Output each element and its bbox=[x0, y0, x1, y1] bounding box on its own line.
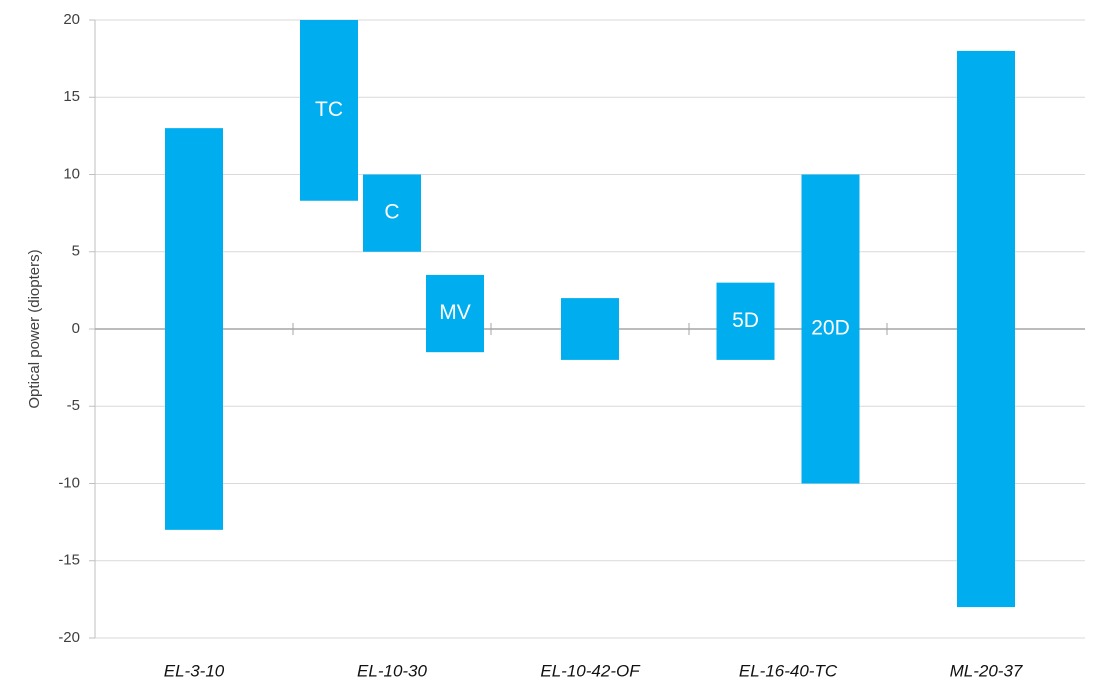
bar bbox=[957, 50, 1015, 608]
bar-label: 20D bbox=[811, 317, 850, 340]
bar-label: C bbox=[384, 201, 399, 224]
y-tick-label: -20 bbox=[58, 629, 80, 646]
bar bbox=[716, 282, 775, 360]
bar bbox=[363, 174, 421, 252]
y-tick-label: 10 bbox=[63, 165, 80, 182]
bar-label: MV bbox=[439, 301, 471, 324]
y-tick-label: -10 bbox=[58, 474, 80, 491]
x-tick-label: EL-16-40-TC bbox=[739, 661, 838, 680]
x-tick-label: EL-10-30 bbox=[357, 661, 427, 680]
y-tick-label: 15 bbox=[63, 88, 80, 105]
bar-label: 5D bbox=[732, 309, 759, 332]
bar bbox=[165, 128, 223, 530]
x-tick-label: EL-10-42-OF bbox=[540, 661, 641, 680]
y-tick-label: -5 bbox=[67, 397, 80, 414]
bar-label: TC bbox=[315, 98, 343, 121]
x-tick-label: EL-3-10 bbox=[164, 661, 225, 680]
bar bbox=[426, 274, 484, 353]
y-tick-label: 20 bbox=[63, 11, 80, 28]
bar bbox=[561, 298, 619, 360]
y-axis-label: Optical power (diopters) bbox=[26, 249, 43, 408]
y-tick-label: -15 bbox=[58, 552, 80, 569]
x-tick-label: ML-20-37 bbox=[950, 661, 1023, 680]
y-tick-label: 0 bbox=[72, 320, 80, 337]
y-tick-label: 5 bbox=[72, 243, 80, 260]
bar bbox=[801, 174, 860, 484]
bar bbox=[300, 20, 358, 201]
